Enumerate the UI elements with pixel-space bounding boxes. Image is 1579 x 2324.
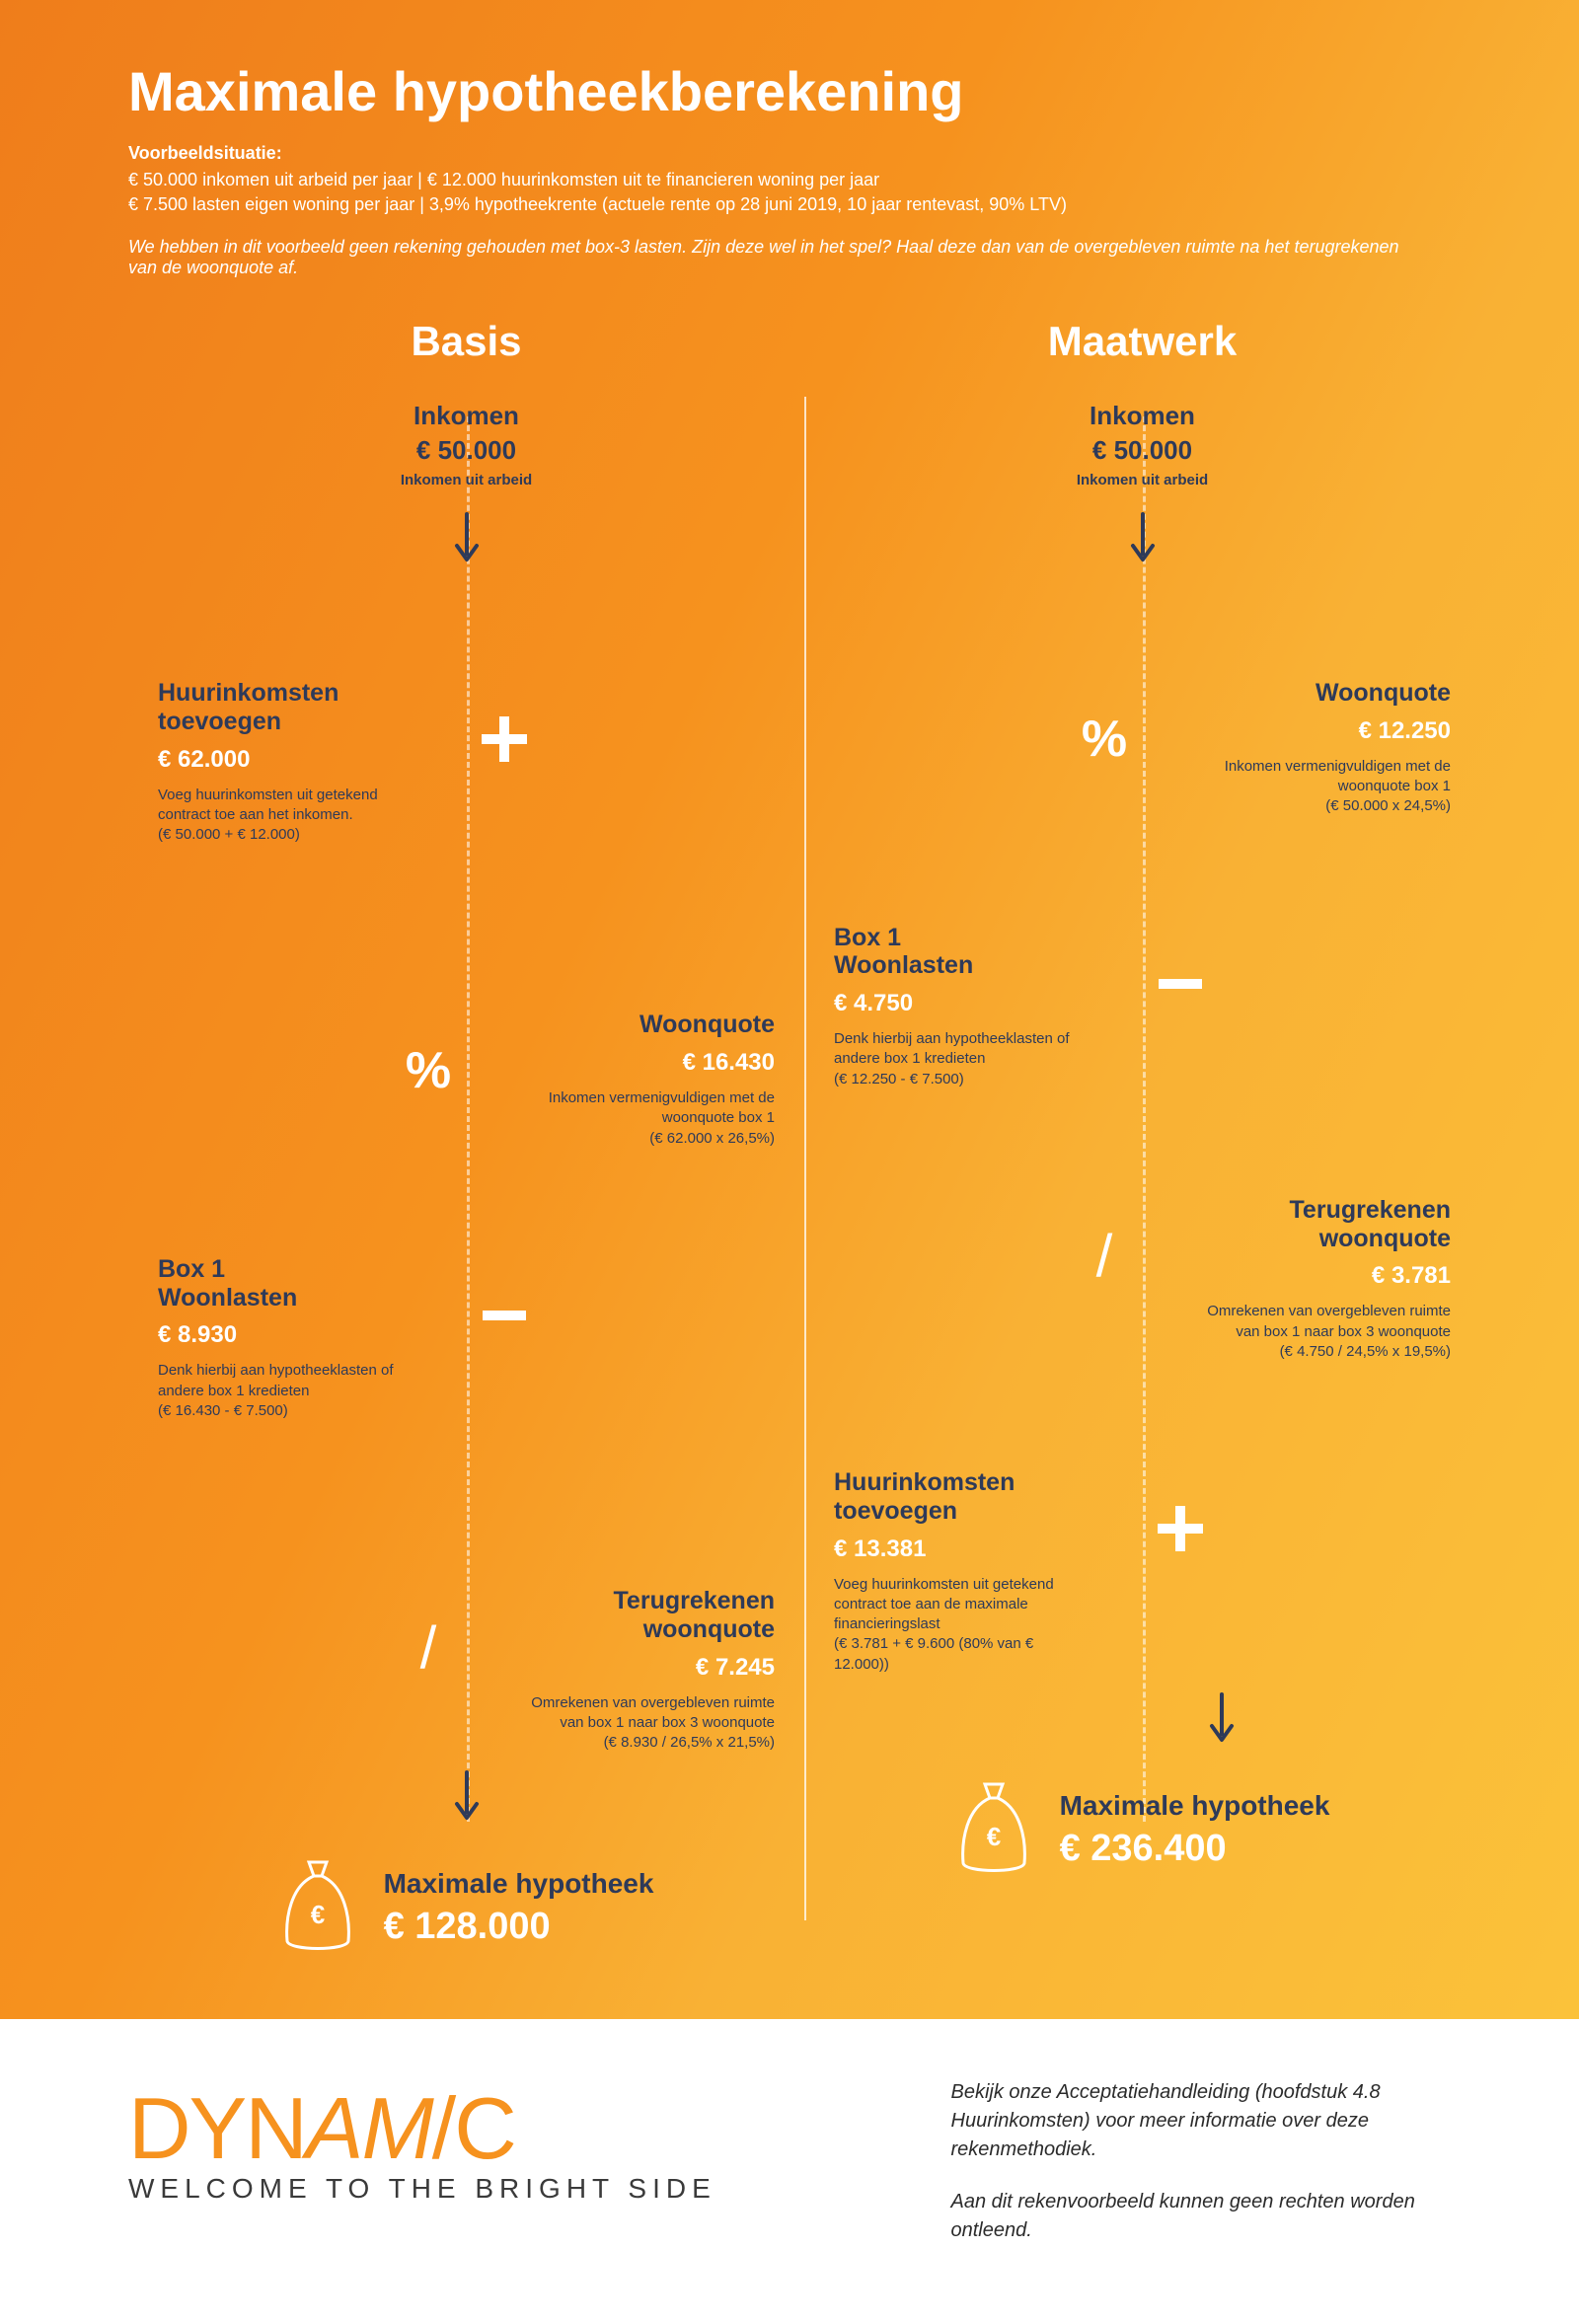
maatwerk-step-2: Terugrekenen woonquote € 3.781 Omrekenen… <box>834 1196 1451 1362</box>
columns-wrap: Basis Inkomen € 50.000 Inkomen uit arbei… <box>128 318 1480 1960</box>
step-value: € 13.381 <box>834 1536 1130 1563</box>
svg-text:€: € <box>310 1900 324 1929</box>
step-sub: Inkomen vermenigvuldigen met de woonquot… <box>1194 757 1451 817</box>
arrow-down-icon <box>834 512 1451 568</box>
step-heading: Terugrekenen woonquote <box>479 1587 775 1644</box>
situation-line-2: € 7.500 lasten eigen woning per jaar | 3… <box>128 194 1480 215</box>
basis-start: Inkomen € 50.000 Inkomen uit arbeid <box>158 395 775 494</box>
step-heading: Box 1Woonlasten <box>158 1255 454 1312</box>
basis-step-2: Box 1Woonlasten € 8.930 Denk hierbij aan… <box>158 1255 775 1421</box>
step-sub: Voeg huurinkomsten uit getekend contract… <box>158 786 414 846</box>
column-maatwerk: Maatwerk Inkomen € 50.000 Inkomen uit ar… <box>804 318 1480 1960</box>
step-heading: Woonquote <box>479 1011 775 1039</box>
money-bag-icon: € <box>955 1778 1032 1882</box>
plus-icon <box>478 712 531 766</box>
basis-start-sub: Inkomen uit arbeid <box>158 472 775 488</box>
percent-icon: % <box>402 1044 455 1097</box>
footer-note-1: Bekijk onze Acceptatiehandleiding (hoofd… <box>951 2078 1481 2164</box>
arrow-down-icon <box>992 1692 1451 1749</box>
step-value: € 4.750 <box>834 990 1130 1017</box>
footer-notes: Bekijk onze Acceptatiehandleiding (hoofd… <box>951 2078 1481 2245</box>
result-heading: Maximale hypotheek <box>1060 1790 1330 1822</box>
divide-icon: / <box>1078 1230 1131 1283</box>
result-heading: Maximale hypotheek <box>384 1868 654 1900</box>
step-heading: Woonquote <box>1155 679 1451 708</box>
step-value: € 16.430 <box>479 1049 775 1077</box>
step-value: € 3.781 <box>1155 1262 1451 1290</box>
page-title: Maximale hypotheekberekening <box>128 59 1480 123</box>
logo-block: DYNAM/C WELCOME TO THE BRIGHT SIDE <box>128 2078 872 2205</box>
start-value: € 50.000 <box>834 435 1451 466</box>
minus-icon <box>478 1289 531 1342</box>
basis-result: € Maximale hypotheek € 128.000 <box>158 1856 775 1960</box>
step-value: € 8.930 <box>158 1321 454 1349</box>
step-sub: Voeg huurinkomsten uit getekend contract… <box>834 1575 1090 1675</box>
step-value: € 62.000 <box>158 746 454 774</box>
plus-icon <box>1154 1502 1207 1555</box>
top-disclaimer: We hebben in dit voorbeeld geen rekening… <box>128 237 1411 278</box>
footer: DYNAM/C WELCOME TO THE BRIGHT SIDE Bekij… <box>0 2019 1579 2324</box>
step-value: € 7.245 <box>479 1654 775 1682</box>
infographic-panel: Maximale hypotheekberekening Voorbeeldsi… <box>0 0 1579 2019</box>
column-basis: Basis Inkomen € 50.000 Inkomen uit arbei… <box>128 318 804 1960</box>
money-bag-icon: € <box>279 1856 356 1960</box>
arrow-down-icon <box>158 512 775 568</box>
step-sub: Denk hierbij aan hypotheeklasten of ande… <box>834 1029 1090 1089</box>
basis-step-1: Woonquote € 16.430 Inkomen vermenigvuldi… <box>158 1011 775 1149</box>
situation-label: Voorbeeldsituatie: <box>128 143 1480 164</box>
logo-wordmark: DYNAM/C <box>128 2078 872 2179</box>
step-heading: Huurinkomsten toevoegen <box>834 1468 1130 1526</box>
maatwerk-step-1: Box 1Woonlasten € 4.750 Denk hierbij aan… <box>834 924 1451 1089</box>
footer-note-2: Aan dit rekenvoorbeeld kunnen geen recht… <box>951 2188 1481 2245</box>
start-sub: Inkomen uit arbeid <box>834 472 1451 488</box>
basis-start-value: € 50.000 <box>158 435 775 466</box>
divide-icon: / <box>402 1620 455 1674</box>
basis-step-3: Terugrekenen woonquote € 7.245 Omrekenen… <box>158 1587 775 1753</box>
step-sub: Denk hierbij aan hypotheeklasten of ande… <box>158 1361 414 1421</box>
column-title-maatwerk: Maatwerk <box>834 318 1451 365</box>
step-value: € 12.250 <box>1155 717 1451 745</box>
basis-step-0: Huurinkomsten toevoegen € 62.000 Voeg hu… <box>158 679 775 845</box>
column-title-basis: Basis <box>158 318 775 365</box>
situation-line-1: € 50.000 inkomen uit arbeid per jaar | €… <box>128 170 1480 190</box>
maatwerk-start: Inkomen € 50.000 Inkomen uit arbeid <box>834 395 1451 494</box>
basis-start-heading: Inkomen <box>158 401 775 431</box>
maatwerk-result: € Maximale hypotheek € 236.400 <box>834 1778 1451 1882</box>
step-sub: Omrekenen van overgebleven ruimte van bo… <box>1194 1302 1451 1362</box>
minus-icon <box>1154 957 1207 1011</box>
step-sub: Inkomen vermenigvuldigen met de woonquot… <box>518 1088 775 1149</box>
start-heading: Inkomen <box>834 401 1451 431</box>
step-heading: Box 1Woonlasten <box>834 924 1130 981</box>
svg-text:€: € <box>986 1822 1000 1851</box>
logo-tagline: WELCOME TO THE BRIGHT SIDE <box>128 2173 872 2205</box>
step-heading: Terugrekenen woonquote <box>1155 1196 1451 1253</box>
maatwerk-step-3: Huurinkomsten toevoegen € 13.381 Voeg hu… <box>834 1468 1451 1675</box>
result-value: € 236.400 <box>1060 1828 1330 1870</box>
step-sub: Omrekenen van overgebleven ruimte van bo… <box>518 1693 775 1754</box>
maatwerk-step-0: Woonquote € 12.250 Inkomen vermenigvuldi… <box>834 679 1451 817</box>
percent-icon: % <box>1078 712 1131 766</box>
step-heading: Huurinkomsten toevoegen <box>158 679 454 736</box>
arrow-down-icon <box>158 1770 775 1827</box>
result-value: € 128.000 <box>384 1906 654 1948</box>
